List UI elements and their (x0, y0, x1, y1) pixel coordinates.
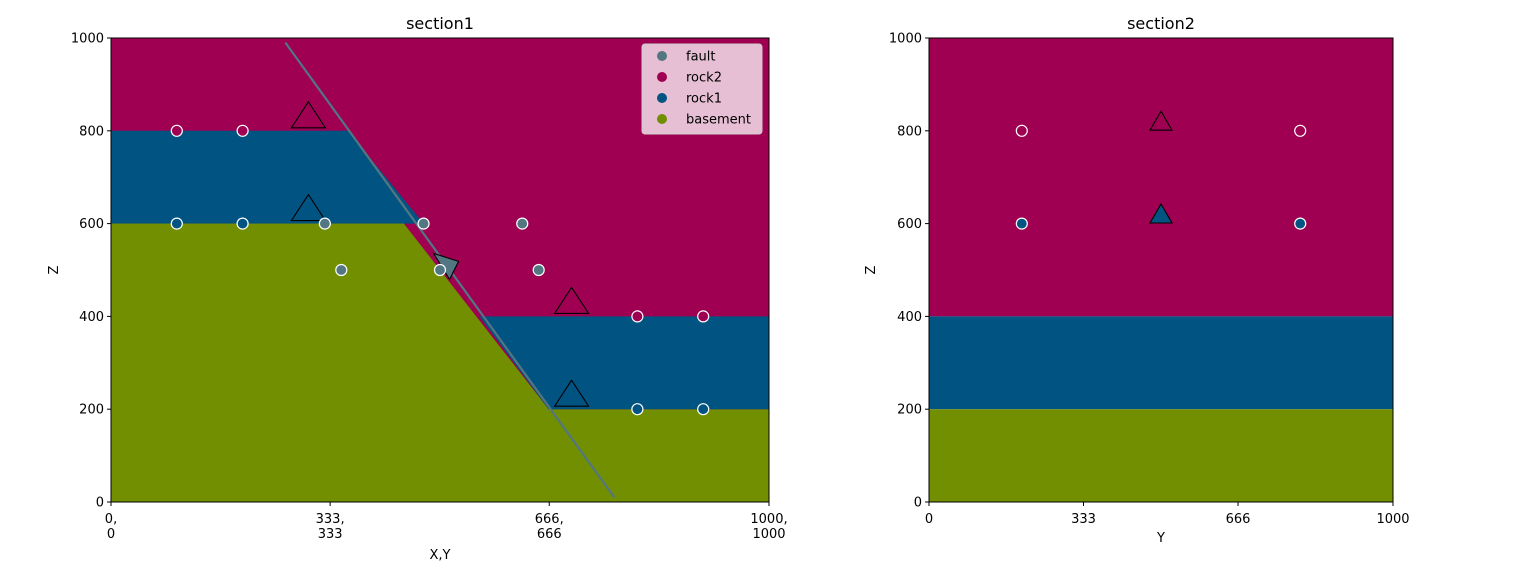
layer-region-rock1 (479, 316, 769, 410)
ytick-label: 0 (96, 496, 104, 511)
section2-ylabel: Z (864, 265, 879, 274)
section1-xlabel: X,Y (430, 548, 451, 563)
orientation-marker-rock1 (290, 193, 327, 222)
surface-point-rock2 (697, 310, 710, 323)
ytick-label: 1000 (71, 32, 104, 47)
surface-point-fault (318, 217, 331, 230)
section2-title: section2 (1127, 14, 1195, 33)
legend-marker-basement (657, 114, 667, 124)
layer-region-rock1 (929, 316, 1393, 410)
legend-marker-rock1 (657, 93, 667, 103)
surface-point-rock1 (697, 403, 710, 416)
ytick-label: 800 (897, 124, 922, 139)
ytick-label: 0 (914, 496, 922, 511)
surface-point-rock1 (1015, 217, 1028, 230)
xtick-label: 0 (925, 512, 933, 527)
orientation-marker-rock2 (290, 100, 327, 129)
legend-label-rock1: rock1 (686, 92, 722, 107)
section1-content (111, 38, 769, 502)
surface-point-rock2 (170, 124, 183, 137)
xtick-label: 333, (316, 512, 345, 527)
layer-region-basement (111, 223, 769, 502)
surface-point-rock2 (631, 310, 644, 323)
xtick-label: 666, (535, 512, 564, 527)
surface-point-fault (335, 263, 348, 277)
xtick-label: 0, (105, 512, 117, 527)
surface-point-fault (532, 263, 545, 277)
xtick-label: 0 (107, 527, 115, 542)
xtick-label: 666 (537, 527, 562, 542)
section1-legend: fault rock2 rock1 basement (641, 43, 763, 135)
ytick-label: 200 (897, 403, 922, 418)
section2-frame (928, 37, 1394, 503)
section1-title: section1 (406, 14, 474, 33)
legend-label-fault: fault (686, 50, 716, 65)
surface-point-rock1 (170, 217, 183, 230)
section2-content (929, 38, 1393, 502)
surface-point-rock2 (1015, 124, 1028, 137)
ytick-label: 1000 (889, 32, 922, 47)
surface-point-rock1 (631, 403, 644, 416)
legend-marker-fault (657, 51, 667, 61)
orientation-marker-rock2 (553, 286, 590, 314)
legend-box (641, 43, 763, 135)
xtick-label: 1000 (1376, 512, 1409, 527)
layer-region-rock1 (111, 130, 424, 224)
section1-frame (110, 37, 770, 503)
legend-label-basement: basement (686, 113, 751, 128)
xtick-label: 666 (1226, 512, 1251, 527)
xtick-label: 1000, (750, 512, 787, 527)
legend-marker-rock2 (657, 72, 667, 82)
section1-ylabel: Z (47, 265, 62, 274)
xtick-label: 333 (1071, 512, 1096, 527)
surface-point-fault (516, 217, 529, 230)
xtick-label: 1000 (752, 527, 785, 542)
ytick-label: 600 (897, 217, 922, 232)
ytick-label: 800 (79, 124, 104, 139)
surface-point-rock2 (1294, 124, 1307, 137)
orientation-marker-rock2 (1149, 110, 1173, 131)
section1-plot-area: 020040060080010000,0333,333666,6661000,1… (71, 32, 788, 543)
ytick-label: 400 (897, 310, 922, 325)
section1-axes: section1 0 200 400 600 800 1000 0,0 333,333 666,… (47, 14, 788, 563)
surface-point-fault (433, 263, 447, 277)
layer-region-rock2 (929, 38, 1393, 317)
xtick-label: 333 (318, 527, 343, 542)
section2-plot-area: 0 200 400 600 800 1000 0 333 666 1000 (889, 32, 1410, 528)
surface-point-rock2 (236, 124, 249, 137)
surface-point-rock1 (1294, 217, 1307, 230)
layer-region-basement (929, 409, 1393, 502)
ytick-label: 600 (79, 217, 104, 232)
section2-xlabel: Y (1156, 531, 1165, 546)
ytick-label: 200 (79, 403, 104, 418)
legend-label-rock2: rock2 (686, 71, 722, 86)
ytick-label: 400 (79, 310, 104, 325)
surface-point-rock1 (236, 217, 249, 230)
orientation-marker-rock1 (553, 379, 590, 407)
orientation-marker-rock1 (1149, 202, 1173, 224)
surface-point-fault (417, 217, 430, 230)
